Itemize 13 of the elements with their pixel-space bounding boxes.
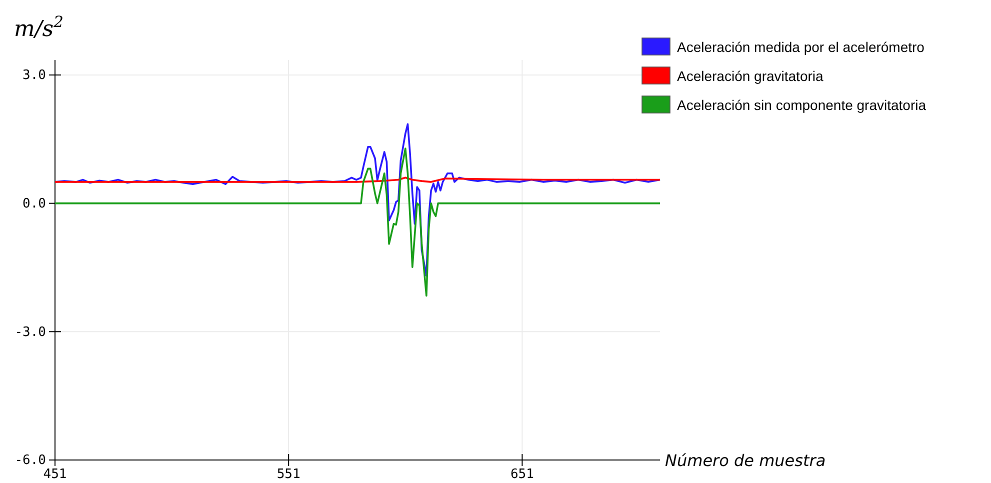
y-tick-label: 0.0 — [22, 196, 46, 212]
legend-label: Aceleración gravitatoria — [677, 68, 824, 84]
y-tick-label: -6.0 — [14, 453, 46, 468]
x-axis-title: Número de muestra — [665, 451, 826, 470]
x-tick-label: 551 — [276, 467, 300, 482]
x-tick-label: 451 — [43, 467, 67, 482]
y-tick-label: 3.0 — [22, 68, 46, 84]
legend-label: Aceleración medida por el acelerómetro — [677, 39, 925, 55]
y-axis-title: m/s$^{2}$ — [14, 13, 64, 42]
x-tick-label: 651 — [510, 467, 534, 482]
y-tick-label: -3.0 — [14, 324, 46, 340]
legend-label: Aceleración sin componente gravitatoria — [677, 97, 926, 113]
line-series — [54, 148, 661, 297]
